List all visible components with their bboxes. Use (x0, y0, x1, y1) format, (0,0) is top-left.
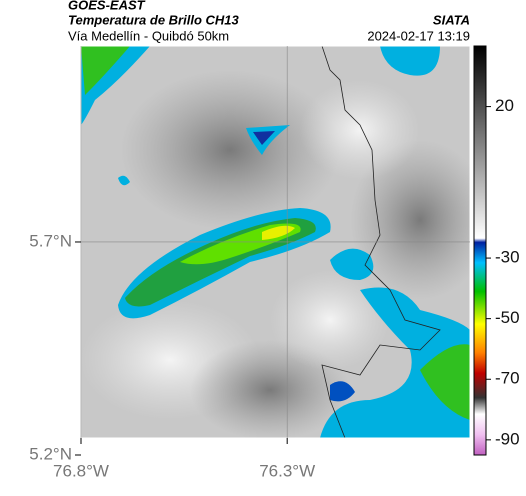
colorbar-label: -70 (495, 369, 520, 388)
source: GOES-EAST (68, 0, 146, 12)
brand: SIATA (433, 12, 470, 27)
colorbar-label: -90 (495, 429, 520, 448)
colorbar-label: 20 (495, 96, 514, 115)
y-tick-label: 5.2°N (29, 444, 72, 463)
x-tick-label: 76.8°W (53, 461, 109, 480)
colorbar-label: -50 (495, 308, 520, 327)
x-tick-label: 76.3°W (259, 461, 315, 480)
subtitle: Vía Medellín - Quibdó 50km (68, 28, 229, 43)
y-tick-label: 5.7°N (29, 231, 72, 250)
satellite-image (81, 46, 470, 438)
colorbar (473, 45, 487, 456)
datetime: 2024-02-17 13:19 (367, 28, 470, 43)
title: Temperatura de Brillo CH13 (68, 12, 240, 27)
colorbar-label: -30 (495, 248, 520, 267)
